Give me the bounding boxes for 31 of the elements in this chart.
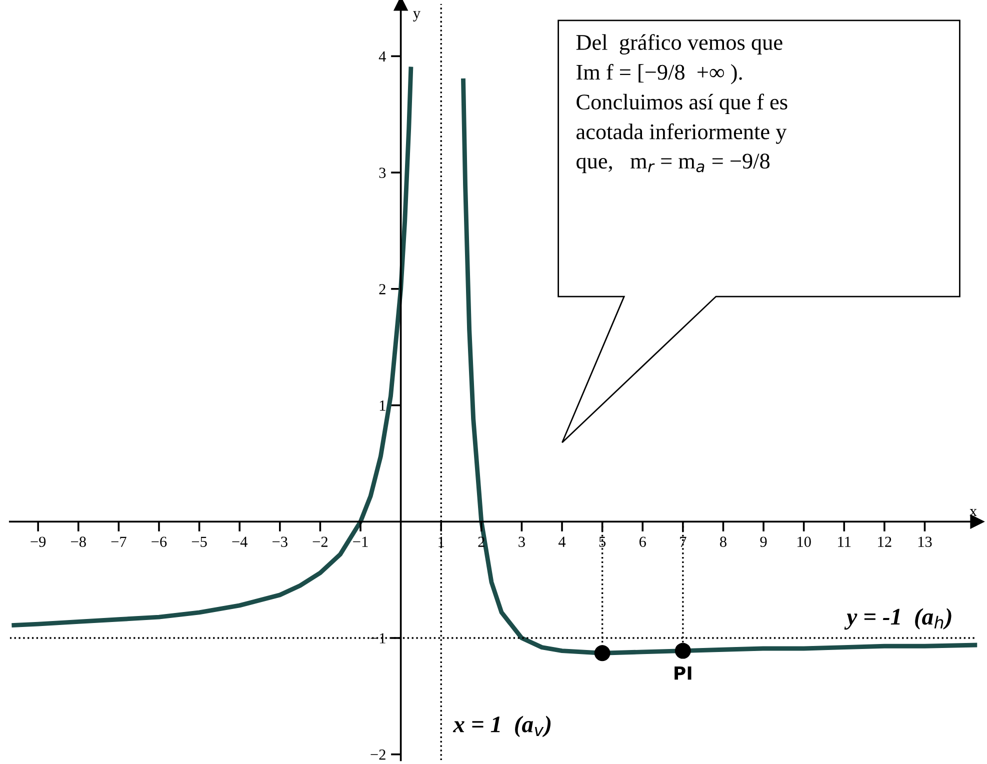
x-tick-label: 9 [760, 536, 767, 547]
y-tick-label: 1 [380, 400, 386, 411]
x-tick-label: 7 [680, 536, 686, 547]
x-tick-label: 8 [720, 536, 726, 547]
x-tick-label: −4 [232, 536, 248, 547]
x-tick-label: 12 [878, 536, 892, 547]
x-tick-label: −8 [71, 536, 86, 547]
x-tick-label: −5 [192, 536, 207, 547]
x-tick-label: 6 [639, 536, 646, 547]
y-tick-label: 4 [378, 51, 386, 62]
x-tick-label: −9 [30, 536, 46, 547]
x-tick-label: −3 [272, 536, 288, 547]
y-tick-label: −2 [370, 750, 386, 760]
text: Del gráfico vemos que Im f = [−9/8 +∞ ). Concluimos así que f es acotada inferiormente y que, m$_{r}$ = m$_{a}$ = −9/8 [576, 34, 788, 174]
y-axis-title: y [413, 11, 420, 22]
annotation: PI [674, 666, 692, 680]
ref-line-label: y = -1 (a$_{h}$) [844, 608, 952, 630]
x-tick-label: 3 [518, 536, 525, 547]
ref-line-label: x = 1 (a$_{v}$) [452, 716, 551, 738]
x-tick-label: 4 [558, 536, 566, 547]
y-tick-label: 2 [379, 284, 386, 294]
x-tick-label: 5 [599, 536, 606, 547]
y-tick-label: 3 [379, 168, 386, 178]
x-tick-label: −1 [353, 536, 368, 547]
x-tick-label: −7 [111, 536, 126, 547]
x-tick-label: 13 [918, 536, 932, 547]
line-series [12, 66, 414, 628]
x-tick-label: −2 [312, 536, 328, 547]
x-tick-label: 10 [798, 536, 811, 547]
x-tick-label: −6 [152, 536, 167, 547]
x-tick-label: 11 [838, 536, 851, 547]
